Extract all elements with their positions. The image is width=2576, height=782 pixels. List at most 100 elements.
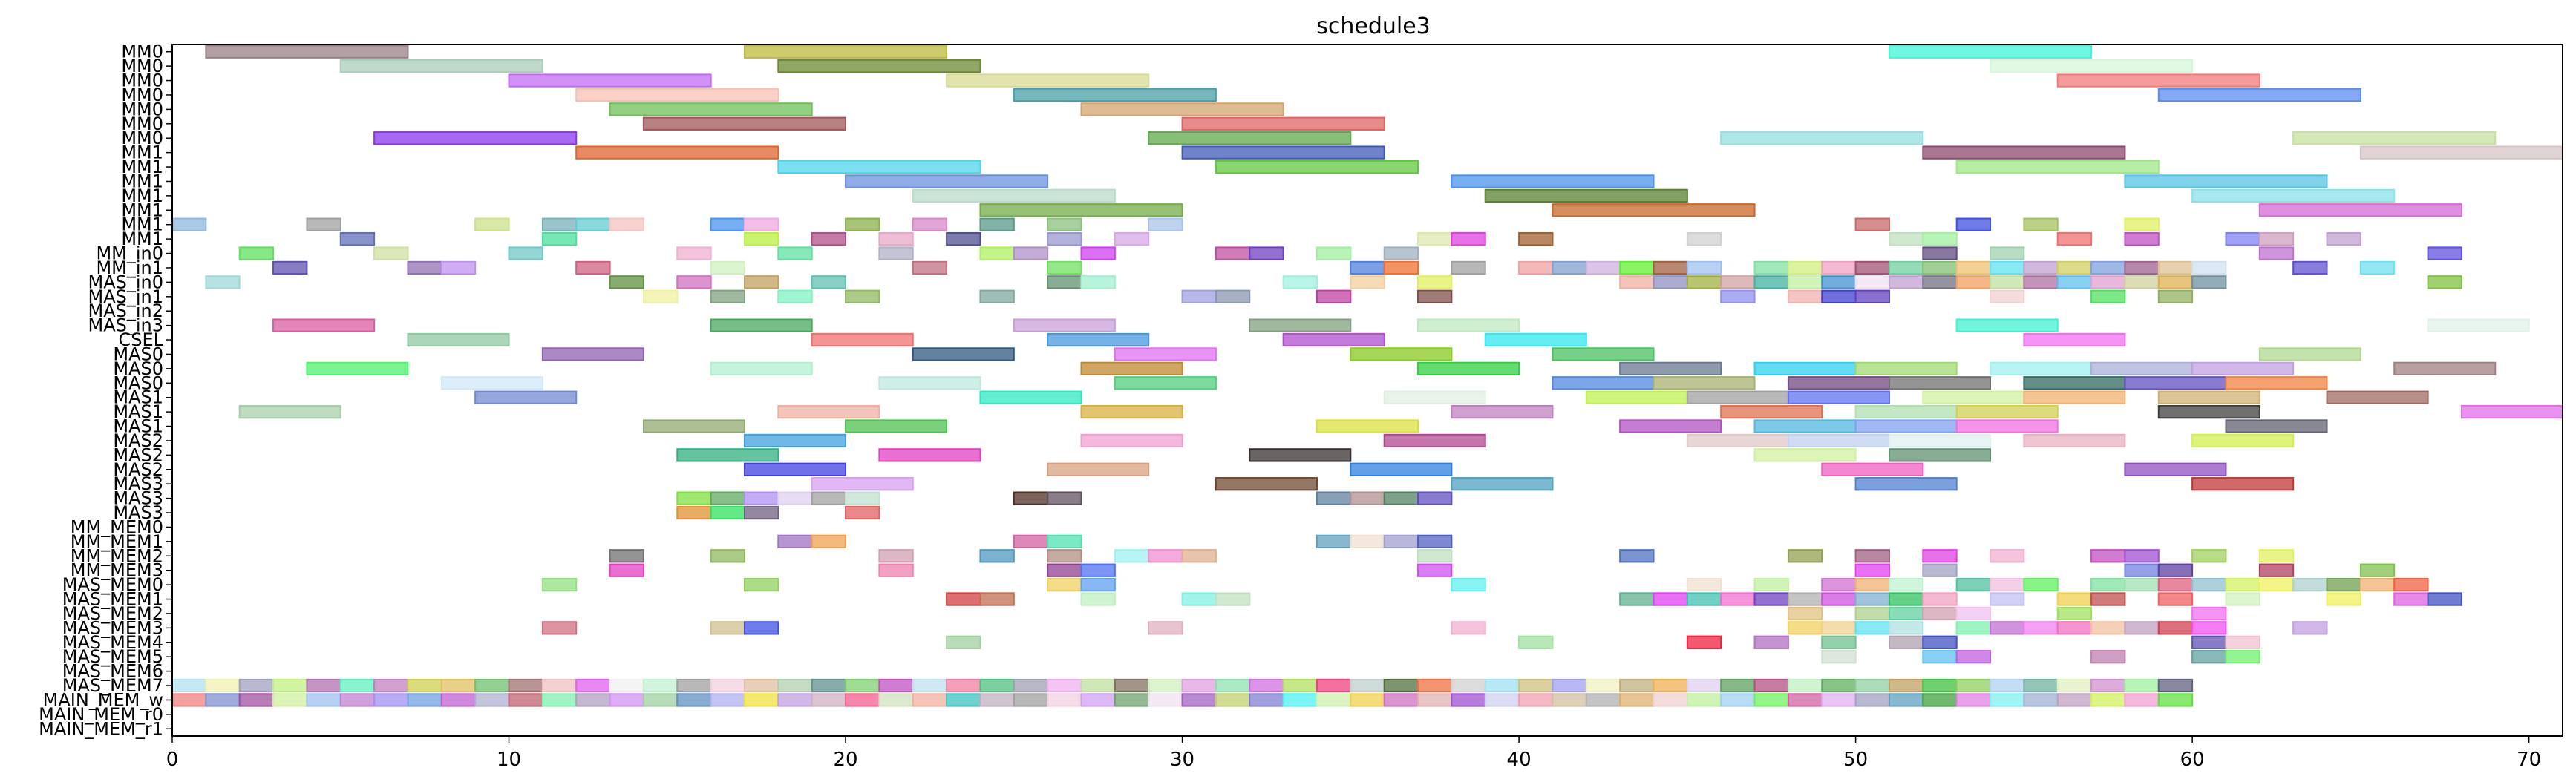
task-bar bbox=[2427, 318, 2530, 332]
task-bar bbox=[1484, 188, 1688, 203]
task-bar bbox=[1720, 131, 1924, 145]
task-bar bbox=[1922, 650, 1958, 664]
task-bar bbox=[1753, 361, 1857, 376]
task-bar bbox=[710, 318, 813, 332]
task-bar bbox=[1080, 361, 1183, 376]
task-bar bbox=[575, 217, 611, 231]
task-bar bbox=[407, 693, 442, 707]
task-bar bbox=[1114, 678, 1150, 693]
task-bar bbox=[1181, 678, 1217, 693]
task-bar bbox=[1148, 621, 1183, 635]
task-bar bbox=[1922, 390, 2025, 404]
task-bar bbox=[272, 693, 308, 707]
task-bar bbox=[1990, 59, 2194, 73]
y-tick-label: MAS_in2 bbox=[88, 300, 163, 321]
task-bar bbox=[1080, 404, 1183, 419]
task-bar bbox=[1990, 246, 2025, 260]
task-bar bbox=[2124, 577, 2160, 592]
task-bar bbox=[1148, 693, 1183, 707]
task-bar bbox=[2393, 577, 2429, 592]
task-bar bbox=[1686, 635, 1722, 649]
task-bar bbox=[1787, 260, 1823, 275]
task-bar bbox=[912, 678, 948, 693]
task-bar bbox=[1215, 289, 1251, 303]
y-tick-label: MAS_MEM4 bbox=[62, 632, 163, 653]
task-bar bbox=[1922, 260, 1958, 275]
y-tick-label: CSEL bbox=[118, 329, 163, 350]
task-bar bbox=[1922, 549, 1958, 563]
task-bar bbox=[811, 231, 847, 246]
task-bar bbox=[373, 678, 409, 693]
task-bar bbox=[1282, 275, 1318, 289]
task-bar bbox=[1787, 606, 1823, 621]
task-bar bbox=[1080, 433, 1183, 448]
task-bar bbox=[811, 332, 914, 347]
task-bar bbox=[1686, 678, 1722, 693]
task-bar bbox=[2090, 289, 2126, 303]
task-bar bbox=[777, 678, 813, 693]
plot-frame bbox=[171, 44, 2563, 737]
task-bar bbox=[2157, 404, 2260, 419]
task-bar bbox=[1315, 678, 1352, 693]
task-bar bbox=[1518, 260, 1554, 275]
task-bar bbox=[1552, 347, 1655, 361]
task-bar bbox=[1888, 45, 2093, 59]
task-bar bbox=[1888, 376, 1992, 390]
y-tick-label: MAS2 bbox=[113, 444, 163, 465]
task-bar bbox=[2124, 462, 2227, 476]
y-tick-label: MAS1 bbox=[113, 387, 163, 408]
task-bar bbox=[2090, 678, 2126, 693]
task-bar bbox=[1350, 347, 1453, 361]
task-bar bbox=[1753, 419, 1857, 433]
task-bar bbox=[1080, 693, 1116, 707]
x-tick-label: 20 bbox=[833, 749, 857, 771]
task-bar bbox=[845, 174, 1049, 188]
task-bar bbox=[1753, 693, 1789, 707]
task-bar bbox=[1080, 246, 1116, 260]
y-tick-label: MM1 bbox=[121, 171, 163, 191]
task-bar bbox=[1854, 419, 1958, 433]
task-bar bbox=[2023, 693, 2059, 707]
task-bar bbox=[1686, 577, 1722, 592]
chart-title: schedule3 bbox=[1316, 13, 1431, 39]
task-bar bbox=[1821, 693, 1857, 707]
task-bar bbox=[1922, 678, 1958, 693]
task-bar bbox=[777, 160, 981, 174]
task-bar bbox=[1753, 592, 1789, 606]
task-bar bbox=[1922, 592, 1958, 606]
task-bar bbox=[1787, 433, 1890, 448]
task-bar bbox=[811, 678, 847, 693]
task-bar bbox=[1552, 693, 1587, 707]
task-bar bbox=[710, 361, 813, 376]
y-tick-label: MAS_MEM5 bbox=[62, 646, 163, 667]
task-bar bbox=[2157, 260, 2194, 275]
task-bar bbox=[373, 131, 578, 145]
task-bar bbox=[1383, 433, 1486, 448]
task-bar bbox=[1047, 549, 1082, 563]
task-bar bbox=[1888, 448, 1992, 462]
task-bar bbox=[2225, 231, 2260, 246]
task-bar bbox=[1720, 289, 1756, 303]
task-bar bbox=[743, 678, 779, 693]
task-bar bbox=[1922, 563, 1958, 577]
y-tick-label: MAS_MEM0 bbox=[62, 574, 163, 595]
task-bar bbox=[1114, 231, 1150, 246]
task-bar bbox=[743, 217, 779, 231]
task-bar bbox=[743, 275, 779, 289]
task-bar bbox=[878, 376, 981, 390]
task-bar bbox=[1013, 318, 1116, 332]
task-bar bbox=[2124, 174, 2328, 188]
task-bar bbox=[811, 534, 847, 549]
task-bar bbox=[2191, 188, 2396, 203]
task-bar bbox=[1350, 693, 1385, 707]
task-bar bbox=[2056, 275, 2093, 289]
task-bar bbox=[440, 693, 477, 707]
task-bar bbox=[1383, 693, 1419, 707]
task-bar bbox=[1990, 577, 2025, 592]
task-bar bbox=[1552, 260, 1587, 275]
task-bar bbox=[1955, 160, 2160, 174]
task-bar bbox=[2124, 275, 2160, 289]
task-bar bbox=[1888, 606, 1924, 621]
task-bar bbox=[205, 678, 241, 693]
y-tick-label: MAS_in3 bbox=[88, 315, 163, 336]
